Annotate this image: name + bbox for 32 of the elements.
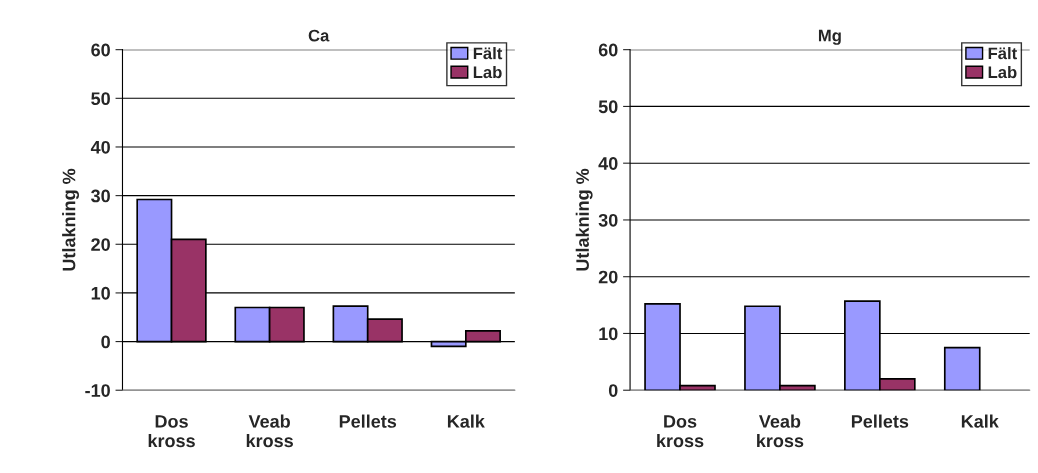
x-tick-label: Dos kross xyxy=(657,415,704,448)
y-tick-label: -10 xyxy=(85,384,110,397)
x-tick-label: Kalk xyxy=(447,414,485,428)
legend-label: Fält xyxy=(473,47,503,60)
y-tick-label: 20 xyxy=(91,238,110,251)
y-tick-label: 60 xyxy=(91,43,110,57)
y-tick-label: 40 xyxy=(90,140,110,154)
y-tick-label: 40 xyxy=(598,157,618,170)
y-tick-label: 50 xyxy=(598,100,618,114)
y-tick-label: 0 xyxy=(608,384,618,397)
legend-label: Fält xyxy=(988,47,1017,60)
y-tick-label: 10 xyxy=(599,327,618,341)
x-tick-label: Dos kross xyxy=(148,415,195,448)
x-tick-label: Veab kross xyxy=(246,414,293,448)
x-tick-label: Kalk xyxy=(961,414,999,428)
legend-label: Lab xyxy=(988,65,1017,79)
bar xyxy=(943,346,981,391)
y-tick-label: 20 xyxy=(598,270,618,284)
chart-title: Ca xyxy=(308,29,330,42)
x-tick-label: Veab kross xyxy=(757,414,804,448)
y-tick-label: 50 xyxy=(91,92,110,106)
y-axis-title: Utlakning % xyxy=(575,168,593,271)
y-tick-label: 0 xyxy=(101,335,110,349)
x-tick-label: Pellets xyxy=(851,414,909,428)
legend-label: Lab xyxy=(473,65,502,79)
chart-title: Mg xyxy=(818,29,841,45)
y-tick-label: 10 xyxy=(91,286,110,300)
y-tick-label: 30 xyxy=(91,189,110,203)
y-tick-label: 30 xyxy=(598,213,618,227)
x-tick-label: Pellets xyxy=(339,414,397,428)
y-tick-label: 60 xyxy=(598,43,618,57)
y-axis-title: Utlakning % xyxy=(62,168,80,271)
